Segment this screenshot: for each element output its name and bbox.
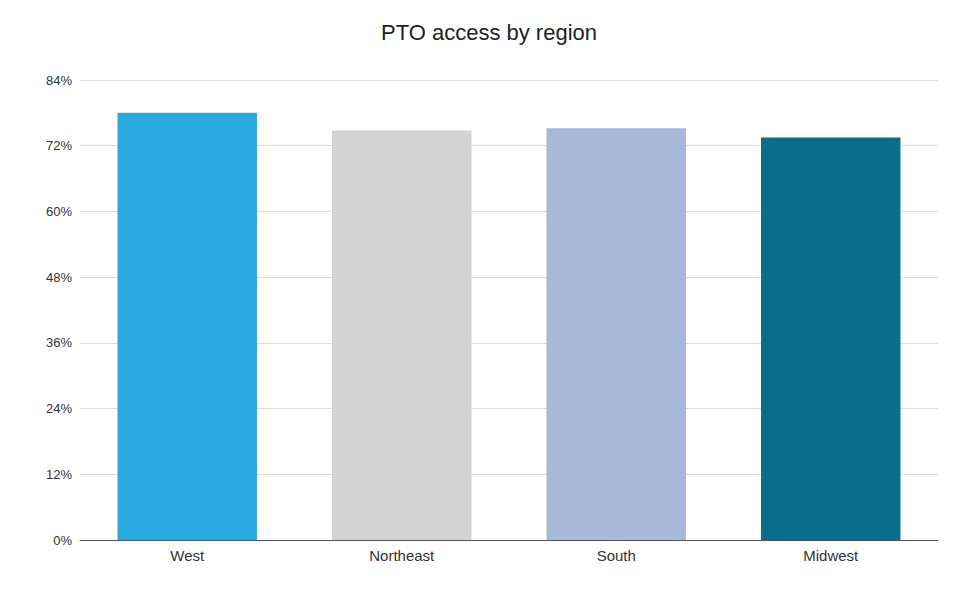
svg-text:36%: 36% [46,335,72,350]
svg-text:0%: 0% [53,533,72,548]
svg-text:24%: 24% [46,401,72,416]
svg-text:Midwest: Midwest [803,547,859,564]
svg-text:60%: 60% [46,204,72,219]
svg-text:PTO access by region: PTO access by region [381,20,597,45]
svg-text:West: West [170,547,205,564]
svg-text:72%: 72% [46,138,72,153]
svg-text:12%: 12% [46,467,72,482]
svg-text:South: South [597,547,636,564]
svg-text:Northeast: Northeast [369,547,435,564]
svg-text:48%: 48% [46,270,72,285]
svg-text:84%: 84% [46,73,72,88]
